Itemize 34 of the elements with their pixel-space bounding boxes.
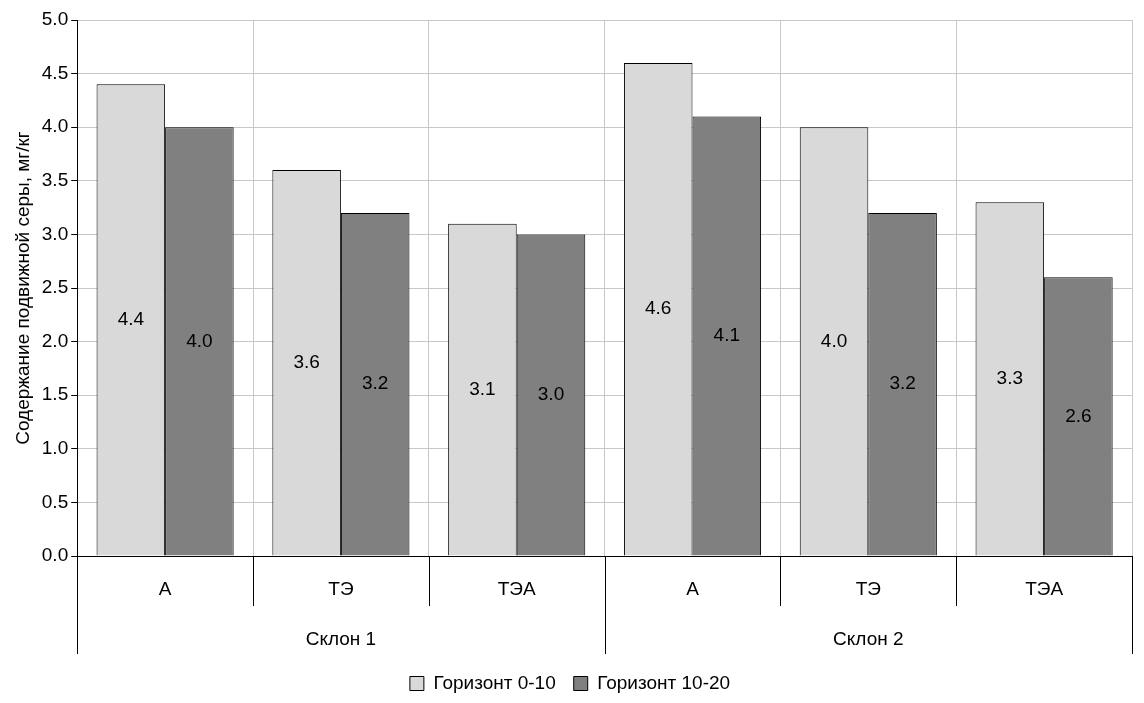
y-tick-label: 4.0 <box>41 115 69 137</box>
y-tick-label: 0.5 <box>41 490 69 512</box>
y-tick-label: 1.0 <box>41 437 69 459</box>
x-tick-label: ТЭА <box>1025 578 1064 600</box>
x-tick-label: ТЭ <box>328 578 354 600</box>
x-tick-label: ТЭ <box>855 578 881 600</box>
y-axis-title: Содержание подвижной серы, мг/кг <box>11 131 33 445</box>
x-tick-label: А <box>158 578 172 600</box>
y-tick-label: 3.0 <box>41 222 69 244</box>
y-tick-label: 0.0 <box>41 544 69 566</box>
data-label: 4.0 <box>820 329 848 351</box>
text: Склон 1 <box>305 628 377 650</box>
y-tick-label: 4.5 <box>41 61 69 83</box>
data-label: 3.3 <box>996 367 1024 389</box>
y-tick-label: 2.0 <box>41 329 69 351</box>
text: Склон 2 <box>833 628 904 650</box>
x-tick-label: ТЭА <box>497 578 536 600</box>
data-label: 4.0 <box>186 329 213 351</box>
y-tick-label: 5.0 <box>41 8 69 30</box>
data-label: 3.0 <box>537 383 565 405</box>
data-label: 4.1 <box>713 324 740 346</box>
y-tick-label: 2.5 <box>41 276 69 298</box>
x-tick-label: А <box>686 578 700 600</box>
y-tick-label: 3.5 <box>41 169 69 191</box>
legend-label: Горизонт 0-10 <box>433 671 556 693</box>
data-label: 3.2 <box>361 372 389 394</box>
y-tick-label: 1.5 <box>41 383 69 405</box>
data-label: 4.4 <box>117 308 145 330</box>
data-label: 3.1 <box>469 377 496 399</box>
data-label: 3.2 <box>889 372 916 394</box>
data-label: 4.6 <box>645 297 672 319</box>
legend-label: Горизонт 10-20 <box>597 671 731 693</box>
data-label: 2.6 <box>1065 404 1092 426</box>
data-label: 3.6 <box>293 351 320 373</box>
